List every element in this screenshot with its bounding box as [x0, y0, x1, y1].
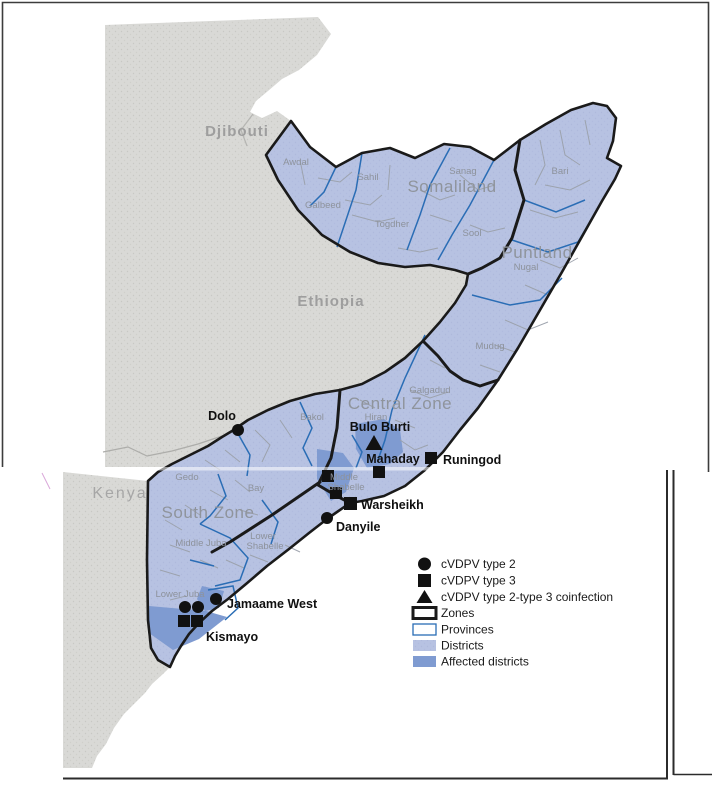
label-case-warsheikh: Warsheikh [361, 498, 424, 512]
label-case-mahaday: Mahaday [366, 452, 420, 466]
marker-kismayo-square-2 [191, 615, 203, 627]
label-case-kismayo: Kismayo [206, 630, 258, 644]
legend-label-districts: Districts [441, 639, 484, 653]
label-prov-togdher: Togdher [375, 219, 409, 230]
ethiopia-djibouti-land [105, 17, 468, 467]
marker-warsheikh-square [344, 497, 357, 510]
zone-border-south-internal [210, 480, 322, 554]
legend-square-symbol [418, 574, 431, 587]
marker-middle-shabelle-square-1 [322, 470, 334, 482]
label-zone-central: Central Zone [348, 394, 452, 413]
label-prov-middle-juba: Middle Juba [175, 538, 227, 549]
label-case-bulo-burti: Bulo Burti [350, 420, 410, 434]
label-prov-bakol: Bakol [300, 412, 324, 423]
label-prov-sool: Sool [462, 228, 481, 239]
zone-border-somaliland-puntland [466, 138, 526, 276]
legend-label-coinfection: cVDPV type 2-type 3 coinfection [441, 590, 613, 604]
marker-kismayo-square-1 [178, 615, 190, 627]
label-prov-gedo: Gedo [175, 472, 198, 483]
label-case-danyile: Danyile [336, 520, 381, 534]
somalia-country [145, 101, 623, 669]
case-labels: Dolo Bulo Burti Mahaday Runingod Warshei… [206, 409, 501, 644]
ethiopia-kenya-border-line [102, 435, 223, 457]
legend-label-type3: cVDPV type 3 [441, 574, 516, 588]
marker-kismayo-circle-1 [179, 601, 191, 613]
label-prov-bay: Bay [248, 483, 265, 494]
marker-runingod-square [425, 452, 437, 464]
marker-mahaday-square [373, 466, 385, 478]
marker-middle-shabelle-square-2 [330, 487, 342, 499]
province-labels: Awdal Sahil Sanag Bari Galbeed Togdher S… [155, 157, 568, 600]
label-prov-nugal: Nugal [514, 262, 539, 273]
label-prov-mudug: Mudug [475, 341, 504, 352]
label-prov-awdal: Awdal [283, 157, 309, 168]
legend-label-type2: cVDPV type 2 [441, 557, 516, 571]
label-prov-middle-shabelle-1: Middle [330, 472, 358, 483]
scan-seam [41, 465, 663, 490]
label-prov-galgadud: Galgadud [409, 385, 450, 396]
kenya-land [63, 472, 170, 768]
label-prov-bari: Bari [552, 166, 569, 177]
legend: cVDPV type 2 cVDPV type 3 cVDPV type 2-t… [411, 557, 613, 669]
legend-label-provinces: Provinces [441, 623, 494, 637]
legend-zones-swatch [411, 606, 438, 620]
label-case-jamaame-west: Jamaame West [227, 597, 318, 611]
label-prov-sahil: Sahil [357, 172, 378, 183]
somalia-outline [145, 101, 623, 669]
affected-district-kismayo [149, 606, 227, 650]
label-prov-middle-shabelle-2: Shabelle [328, 482, 365, 493]
legend-triangle-symbol [416, 590, 433, 603]
label-case-dolo: Dolo [208, 409, 236, 423]
label-zone-somaliland: Somaliland [407, 177, 496, 196]
label-djibouti: Djibouti [205, 123, 269, 140]
marker-dolo-circle [232, 424, 244, 436]
label-zone-south: South Zone [162, 503, 255, 522]
province-boundaries [189, 147, 599, 621]
label-ethiopia: Ethiopia [297, 293, 364, 310]
legend-label-zones: Zones [441, 606, 474, 620]
affected-district-middle-shabelle [317, 449, 354, 501]
zone-border-puntland-central [421, 339, 500, 388]
somalia-fill [147, 103, 621, 667]
label-prov-sanag: Sanag [449, 166, 476, 177]
marker-kismayo-circle-2 [192, 601, 204, 613]
country-labels: Djibouti Ethiopia Kenya [92, 123, 364, 502]
legend-districts-swatch [413, 640, 436, 651]
affected-districts [149, 419, 403, 650]
legend-circle-symbol [418, 557, 431, 571]
label-case-runingod: Runingod [443, 453, 501, 467]
label-zone-puntland: Puntland [501, 243, 572, 262]
legend-affected-swatch [413, 656, 436, 667]
label-prov-galbeed: Galbeed [305, 200, 341, 211]
label-prov-lower-shabelle-1: Lower [250, 531, 276, 542]
label-prov-hiran: Hiran [365, 412, 388, 423]
label-prov-lower-juba: Lower Juba [155, 589, 205, 600]
djibouti-border-line [240, 113, 254, 147]
marker-jamaame-west-circle [210, 593, 222, 605]
legend-label-affected: Affected districts [441, 655, 529, 669]
case-markers [178, 424, 437, 627]
affected-district-bulo-burti [355, 419, 403, 468]
zone-labels: Somaliland Puntland Central Zone South Z… [162, 177, 573, 522]
marker-danyile-circle [321, 512, 333, 524]
label-prov-lower-shabelle-2: Shabelle [247, 541, 284, 552]
legend-provinces-swatch [412, 623, 437, 636]
neighbor-landmass [63, 17, 468, 768]
marker-bulo-burti-triangle [365, 435, 383, 450]
top-panel-border [1, 1, 710, 472]
label-kenya: Kenya [92, 485, 147, 502]
